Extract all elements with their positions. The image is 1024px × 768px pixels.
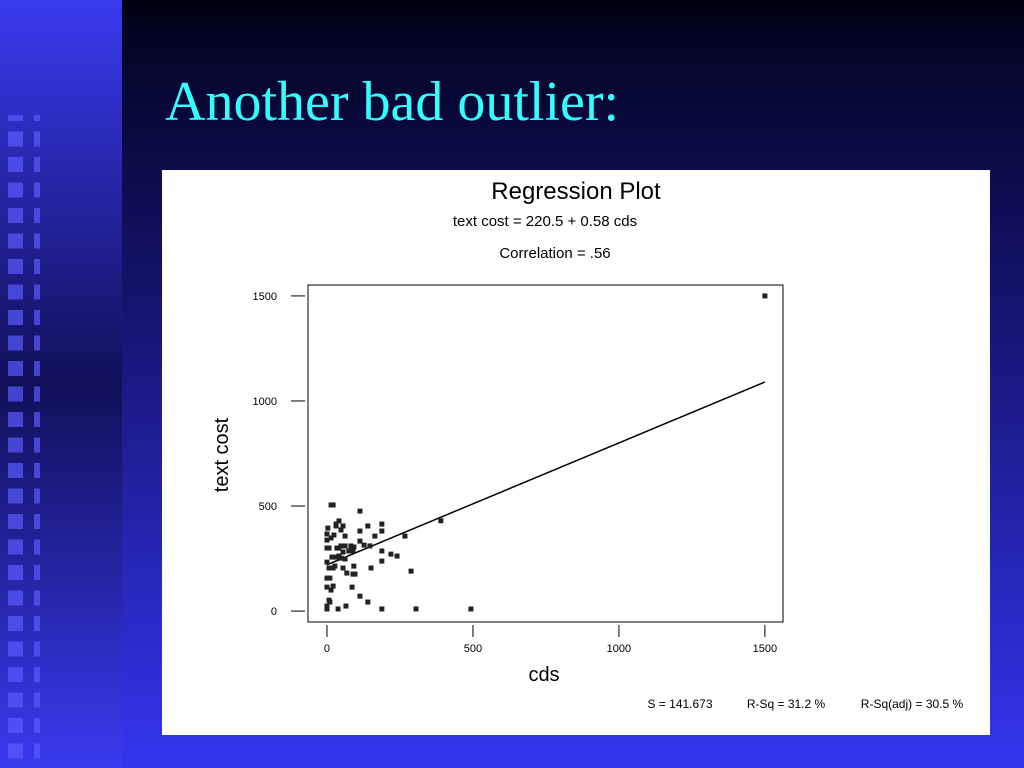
point <box>346 548 352 554</box>
y-tick-label: 0 <box>271 606 277 618</box>
point <box>413 606 419 612</box>
point <box>468 606 474 612</box>
point <box>324 603 330 609</box>
point <box>394 553 400 559</box>
chart-subtitle: text cost = 220.5 + 0.58 cds <box>453 213 637 230</box>
point <box>365 523 371 529</box>
point <box>438 518 444 524</box>
point <box>357 508 363 514</box>
point <box>326 597 332 603</box>
point <box>331 532 337 538</box>
point <box>324 606 330 612</box>
fit-statistic: R-Sq(adj) = 30.5 % <box>861 697 964 711</box>
x-tick-label: 0 <box>324 643 330 655</box>
point <box>350 548 356 554</box>
point <box>762 293 768 299</box>
point <box>324 584 330 590</box>
point <box>326 565 332 571</box>
y-axis-label: text cost <box>211 417 233 492</box>
point <box>388 551 394 557</box>
fit-statistic: R-Sq = 31.2 % <box>747 697 826 711</box>
chart: Regression Plot text cost = 220.5 + 0.58… <box>211 178 964 711</box>
point <box>349 584 355 590</box>
point <box>357 528 363 534</box>
point <box>329 554 335 560</box>
point <box>357 593 363 599</box>
point <box>342 556 348 562</box>
point <box>330 502 336 508</box>
fit-line <box>326 381 766 566</box>
point <box>327 575 333 581</box>
point <box>408 568 414 574</box>
x-tick-label: 1000 <box>607 643 631 655</box>
point <box>340 523 346 529</box>
point <box>379 528 385 534</box>
side-pattern <box>0 115 40 768</box>
point <box>351 544 357 550</box>
point <box>365 599 371 605</box>
point <box>379 558 385 564</box>
point <box>324 545 330 551</box>
x-axis-label: cds <box>528 664 559 686</box>
point <box>352 571 358 577</box>
point <box>328 535 334 541</box>
point <box>324 537 330 543</box>
x-tick-label: 1500 <box>753 643 777 655</box>
point <box>368 565 374 571</box>
point <box>333 554 339 560</box>
point <box>335 606 341 612</box>
point <box>361 542 367 548</box>
point <box>379 548 385 554</box>
point <box>336 518 342 524</box>
slide-title: Another bad outlier: <box>165 71 619 133</box>
point <box>367 543 373 549</box>
y-tick-label: 500 <box>259 501 277 513</box>
point <box>357 538 363 544</box>
point <box>372 533 378 539</box>
point <box>338 527 344 533</box>
point <box>379 606 385 612</box>
point <box>324 559 330 565</box>
point <box>325 525 331 531</box>
point <box>332 563 338 569</box>
point <box>333 523 339 529</box>
chart-panel <box>162 170 990 735</box>
point <box>342 543 348 549</box>
point <box>330 583 336 589</box>
point <box>351 563 357 569</box>
fit-statistic: S = 141.673 <box>647 697 712 711</box>
plot-frame <box>307 284 784 623</box>
y-tick-label: 1500 <box>253 291 277 303</box>
point <box>340 549 346 555</box>
point <box>348 543 354 549</box>
point <box>402 533 408 539</box>
point <box>338 543 344 549</box>
point <box>324 531 330 537</box>
point <box>324 575 330 581</box>
point <box>344 570 350 576</box>
point <box>336 553 342 559</box>
annotation: Correlation = .56 <box>499 245 610 262</box>
point <box>379 521 385 527</box>
point <box>342 533 348 539</box>
point <box>343 603 349 609</box>
y-tick-label: 1000 <box>253 396 277 408</box>
chart-title: Regression Plot <box>491 178 661 205</box>
point <box>340 565 346 571</box>
point <box>328 587 334 593</box>
x-tick-label: 500 <box>464 643 482 655</box>
